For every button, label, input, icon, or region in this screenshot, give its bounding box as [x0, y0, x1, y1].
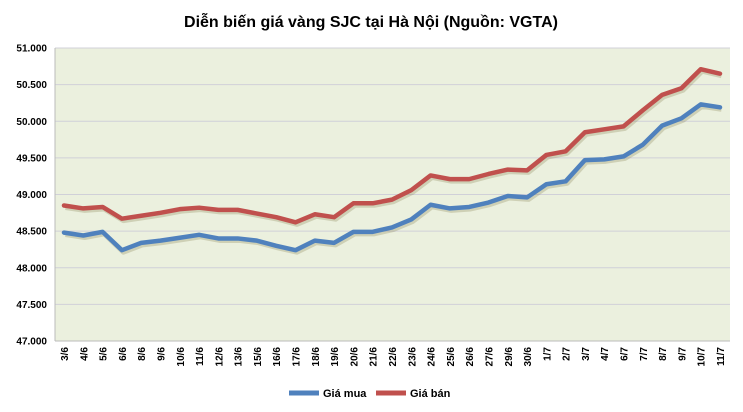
x-tick-label: 8/6: [137, 347, 148, 361]
x-tick-label: 4/6: [79, 347, 90, 361]
series-gia-mua: [61, 102, 723, 255]
x-tick-label: 11/6: [195, 347, 206, 366]
x-tick-label: 29/6: [504, 347, 515, 367]
y-tick-label: 50.000: [16, 117, 47, 128]
x-tick-label: 8/7: [658, 347, 669, 361]
x-tick-label: 7/7: [639, 347, 650, 361]
x-tick-label: 23/6: [407, 347, 418, 367]
y-tick-label: 50.500: [16, 80, 47, 91]
x-tick-label: 10/6: [176, 347, 187, 367]
x-tick-label: 10/7: [697, 347, 708, 367]
x-tick-label: 9/7: [677, 347, 688, 361]
x-tick-label: 27/6: [484, 347, 495, 367]
legend: Giá mua Giá bán: [289, 388, 451, 400]
x-tick-label: 2/7: [562, 347, 573, 361]
x-tick-label: 3/7: [581, 347, 592, 361]
x-tick-label: 11/7: [716, 347, 727, 366]
x-tick-label: 13/6: [234, 347, 245, 367]
x-tick-label: 3/6: [60, 347, 71, 361]
x-tick-label: 1/7: [542, 347, 553, 361]
x-tick-label: 20/6: [349, 347, 360, 367]
legend-label-gia-mua: Giá mua: [323, 388, 367, 400]
x-tick-label: 21/6: [369, 347, 380, 367]
x-tick-label: 16/6: [272, 347, 283, 367]
x-tick-label: 6/7: [620, 347, 631, 361]
y-tick-label: 51.000: [16, 44, 47, 55]
y-tick-label: 47.500: [16, 300, 47, 311]
chart-title: Diễn biến giá vàng SJC tại Hà Nội (Nguồn…: [184, 12, 558, 31]
y-tick-label: 49.000: [16, 190, 47, 201]
y-tick-label: 47.000: [16, 337, 47, 348]
x-tick-label: 17/6: [292, 347, 303, 367]
x-tick-label: 18/6: [311, 347, 322, 367]
x-tick-label: 30/6: [523, 347, 534, 367]
y-tick-label: 48.000: [16, 263, 47, 274]
y-tick-label: 49.500: [16, 153, 47, 164]
x-tick-label: 9/6: [156, 347, 167, 361]
x-tick-label: 6/6: [118, 347, 129, 361]
x-tick-label: 26/6: [465, 347, 476, 367]
x-tick-label: 24/6: [427, 347, 438, 367]
x-tick-label: 22/6: [388, 347, 399, 367]
x-tick-label: 25/6: [446, 347, 457, 367]
x-tick-label: 12/6: [214, 347, 225, 367]
y-tick-label: 48.500: [16, 227, 47, 238]
x-tick-label: 5/6: [99, 347, 110, 361]
x-tick-label: 4/7: [600, 347, 611, 361]
x-tick-label: 19/6: [330, 347, 341, 367]
x-tick-label: 15/6: [253, 347, 264, 367]
legend-label-gia-ban: Giá bán: [410, 388, 451, 400]
series-gia-ban: [61, 66, 723, 227]
